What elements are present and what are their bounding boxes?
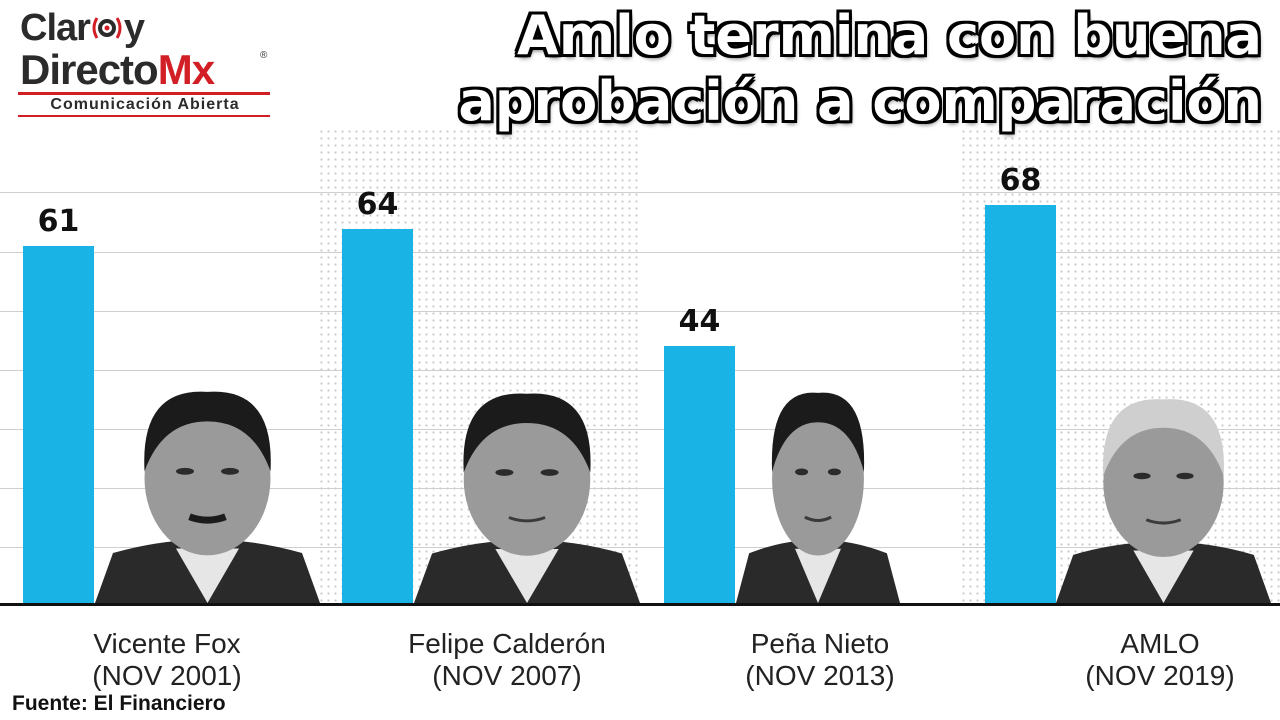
data-label: 68 [999, 163, 1042, 199]
gridline [0, 192, 1280, 193]
logo-text-suffix: y [123, 7, 145, 49]
logo-tagline: Comunicación Abierta [50, 96, 240, 113]
data-label: 44 [678, 303, 721, 339]
bar [342, 228, 413, 603]
bar [664, 345, 735, 603]
registered-mark: ® [260, 50, 268, 61]
logo-line1: Clar y [20, 7, 145, 49]
category-name: Vicente Fox [93, 628, 241, 659]
chart-title-line2: aprobación a comparación [458, 70, 1262, 133]
gridline [0, 311, 1280, 312]
logo-rule [18, 92, 270, 95]
category-label: Peña Nieto (NOV 2013) [690, 628, 950, 692]
category-label: Felipe Calderón (NOV 2007) [377, 628, 637, 692]
logo-rule-bottom [18, 115, 270, 117]
category-date: (NOV 2007) [432, 660, 582, 691]
logo-line2: DirectoMx [20, 46, 215, 93]
category-label: AMLO (NOV 2019) [1030, 628, 1280, 692]
bar [23, 246, 94, 603]
portrait-icon [414, 393, 640, 603]
portrait-icon [1056, 399, 1271, 603]
gridline [0, 547, 1280, 548]
gridline [0, 252, 1280, 253]
category-date: (NOV 2019) [1085, 660, 1235, 691]
category-label: Vicente Fox (NOV 2001) [37, 628, 297, 692]
portrait-icon [736, 392, 900, 603]
gridline [0, 429, 1280, 430]
logo-text-main: Directo [20, 46, 159, 93]
data-label: 64 [356, 186, 399, 222]
chart-title-line1: Amlo termina con buena [517, 4, 1262, 67]
gridline [0, 488, 1280, 489]
logo-text-prefix: Clar [20, 7, 91, 49]
brand-logo: Clar y DirectoMx ® Comunicación Abierta [16, 8, 276, 118]
category-date: (NOV 2001) [92, 660, 242, 691]
gridline [0, 370, 1280, 371]
category-date: (NOV 2013) [745, 660, 895, 691]
category-name: AMLO [1120, 628, 1200, 659]
bar [985, 205, 1056, 603]
data-label: 61 [37, 204, 80, 240]
category-name: Felipe Calderón [408, 628, 606, 659]
broadcast-icon [92, 17, 122, 39]
category-name: Peña Nieto [750, 628, 890, 659]
source-note: Fuente: El Financiero [12, 692, 226, 715]
x-axis-line [0, 603, 1280, 606]
portrait-icon [95, 391, 320, 603]
logo-text-accent: Mx [157, 46, 215, 93]
